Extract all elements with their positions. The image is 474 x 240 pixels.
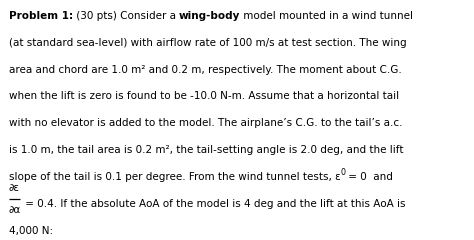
Text: 4,000 N:: 4,000 N: (9, 226, 53, 236)
Text: (30 pts) Consider a: (30 pts) Consider a (73, 11, 179, 21)
Text: with no elevator is added to the model. The airplane’s C.G. to the tail’s a.c.: with no elevator is added to the model. … (9, 118, 402, 128)
Text: ∂ε: ∂ε (9, 183, 19, 193)
Text: when the lift is zero is found to be -10.0 N-m. Assume that a horizontal tail: when the lift is zero is found to be -10… (9, 91, 399, 102)
Text: ∂α: ∂α (9, 205, 21, 215)
Text: Problem 1:: Problem 1: (9, 11, 73, 21)
Text: (at standard sea-level) with airflow rate of 100 m/s at test section. The wing: (at standard sea-level) with airflow rat… (9, 38, 406, 48)
Text: = 0  and: = 0 and (345, 172, 393, 182)
Text: is 1.0 m, the tail area is 0.2 m², the tail-setting angle is 2.0 deg, and the li: is 1.0 m, the tail area is 0.2 m², the t… (9, 145, 403, 155)
Text: model mounted in a wind tunnel: model mounted in a wind tunnel (240, 11, 413, 21)
Text: area and chord are 1.0 m² and 0.2 m, respectively. The moment about C.G.: area and chord are 1.0 m² and 0.2 m, res… (9, 65, 401, 75)
Text: 0: 0 (340, 168, 345, 177)
Text: slope of the tail is 0.1 per degree. From the wind tunnel tests, ε: slope of the tail is 0.1 per degree. Fro… (9, 172, 340, 182)
Text: = 0.4. If the absolute AoA of the model is 4 deg and the lift at this AoA is: = 0.4. If the absolute AoA of the model … (22, 199, 406, 209)
Text: wing-body: wing-body (179, 11, 240, 21)
